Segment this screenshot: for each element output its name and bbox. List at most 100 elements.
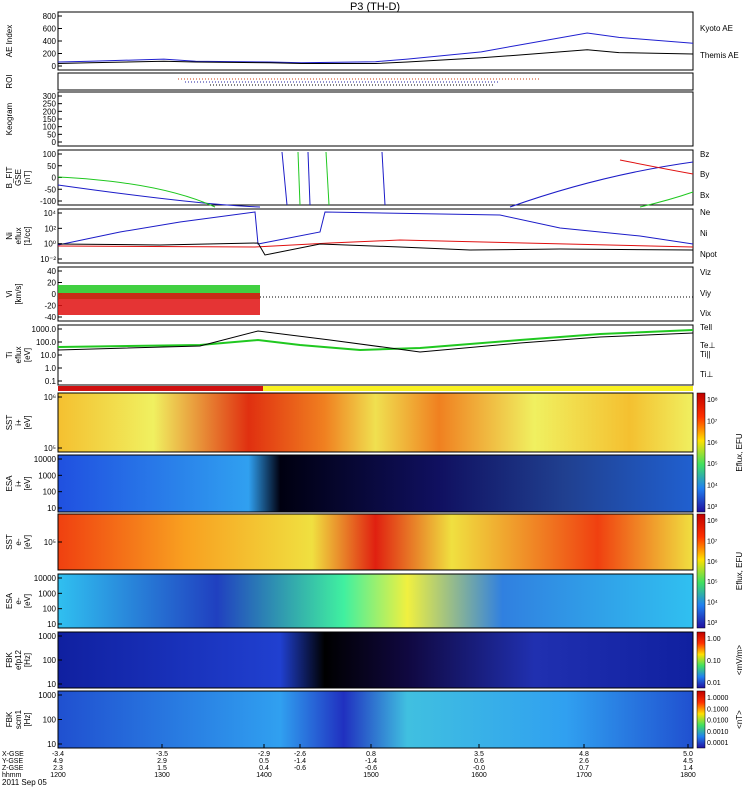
xaxis-tick-label: -0.0 — [473, 765, 485, 772]
bfit-ylabel: GSE — [14, 169, 23, 186]
fbk_e-ytick-label: 100 — [43, 656, 57, 665]
colorbar-label: <nT> — [735, 710, 744, 729]
ae-series-kyoto — [57, 32, 694, 64]
xaxis-tick-label: -1.4 — [294, 758, 306, 765]
bfit-ytick-label: -50 — [44, 185, 56, 194]
ni-line — [57, 211, 694, 246]
xaxis-tick-label: 2.3 — [53, 765, 63, 772]
sst_i-ylabel: [eV] — [23, 415, 32, 429]
npot-line — [57, 242, 694, 256]
xaxis-tick-label: 4.8 — [579, 751, 589, 758]
ti-ytick-label: 1000.0 — [32, 325, 57, 334]
fbk_b-ytick-label: 100 — [43, 716, 57, 725]
colorbar-tick-label: 0.0010 — [707, 729, 729, 736]
vi-legend-item: Viz — [700, 268, 711, 277]
roi-ylabel: ROI — [5, 74, 14, 88]
fbk_e-ylabel: efp12 — [14, 649, 23, 670]
esa_e-panel-frame — [57, 573, 694, 629]
colorbar — [696, 392, 706, 513]
b-spike — [297, 151, 301, 206]
xaxis-tick-label: 2.6 — [579, 758, 589, 765]
ni-ytick-label: 10⁻² — [40, 255, 56, 264]
esa_i-ylabel: ESA — [5, 475, 14, 492]
esa_i-ylabel: [eV] — [23, 476, 32, 490]
esa_e-ylabel: [eV] — [23, 594, 32, 608]
fbk_e-ytick-label: 1000 — [38, 632, 56, 641]
fbk_e-ylabel: [Hz] — [23, 653, 32, 667]
ni-ytick-label: 10² — [44, 224, 56, 233]
xaxis-tick-label: 0.7 — [579, 765, 589, 772]
xaxis-row-label: Y-GSE — [2, 758, 23, 765]
ni-ylabel: eflux — [14, 228, 23, 245]
ti-ytick-label: 1.0 — [45, 364, 57, 373]
bfit-ytick-label: -100 — [40, 197, 57, 206]
xaxis-tick-label: -2.6 — [294, 751, 306, 758]
xaxis-tick-label: -1.4 — [365, 758, 377, 765]
colorbar-tick-label: 1.0000 — [707, 695, 729, 702]
ae-legend-item: Themis AE — [700, 51, 739, 60]
xaxis-tick-label: 1800 — [680, 772, 696, 779]
bfit-ylabel: [nT] — [23, 171, 32, 185]
keogram-panel-frame — [57, 91, 694, 147]
esa_e-ylabel: e- — [14, 597, 23, 604]
ti-legend-item: Tell — [700, 323, 712, 332]
ae-ytick-label: 0 — [52, 62, 57, 71]
colorbar — [696, 690, 706, 749]
fbk_b-ytick-label: 1000 — [38, 691, 56, 700]
fbk_b-ytick-label: 10 — [47, 740, 56, 749]
keogram-ytick-label: 0 — [52, 138, 57, 147]
orbit-bar — [58, 386, 693, 391]
colorbar-tick-label: 10⁵ — [707, 579, 718, 586]
fbk_e-ytick-label: 10 — [47, 680, 56, 689]
xaxis-tick-label: -3.5 — [156, 751, 168, 758]
vi-ytick-label: -40 — [44, 313, 56, 322]
vi-legend-item: Vix — [700, 309, 711, 318]
xaxis-tick-label: -3.4 — [52, 751, 64, 758]
ae-ylabel: AE Index — [5, 25, 14, 57]
colorbar-tick-label: 0.0100 — [707, 718, 729, 725]
vi-ylabel: [km/s] — [14, 283, 23, 304]
xaxis-row-label: Z-GSE — [2, 765, 24, 772]
fbk_b-ylabel: FBK — [5, 711, 14, 727]
sst_i-ylabel: SST — [5, 415, 14, 431]
colorbar-tick-label: 10⁸ — [707, 397, 718, 404]
sst_e-ytick-label: 10⁵ — [44, 538, 56, 547]
esa_i-ylabel: i+ — [14, 480, 23, 487]
xaxis-tick-label: 0.8 — [366, 751, 376, 758]
vi-legend-item: Viy — [700, 289, 711, 298]
colorbar-tick-label: 10⁴ — [707, 483, 718, 490]
bfit-legend-item: Bx — [700, 191, 709, 200]
colorbar-tick-label: 0.10 — [707, 658, 721, 665]
esa_i-panel-frame — [57, 454, 694, 513]
colorbar-tick-label: 10⁷ — [707, 418, 718, 425]
ni-panel-frame — [57, 208, 694, 264]
colorbar-tick-label: 10⁴ — [707, 600, 718, 607]
by-line — [57, 176, 694, 208]
esa_e-spectrogram — [58, 574, 693, 628]
bfit-ytick-label: 0 — [52, 174, 57, 183]
xaxis-tick-label: 4.9 — [53, 758, 63, 765]
fbk_b-spectrogram — [58, 691, 693, 748]
xaxis-tick-label: 1500 — [363, 772, 379, 779]
b-spike — [281, 151, 288, 206]
colorbar-tick-label: 10⁵ — [707, 461, 718, 468]
xaxis-tick-label: 0.5 — [259, 758, 269, 765]
ni-ylabel: [1/cc] — [23, 226, 32, 245]
vi-ytick-label: 0 — [52, 290, 57, 299]
ae-legend-item: Kyoto AE — [700, 24, 733, 33]
sst_i-panel-frame — [57, 392, 694, 453]
ni-legend-item: Ne — [700, 208, 711, 217]
xaxis-tick-label: 1.5 — [157, 765, 167, 772]
colorbar-tick-label: 0.0001 — [707, 740, 729, 747]
vi-ylabel: Vi — [5, 290, 14, 297]
ni-ytick-label: 10⁰ — [44, 240, 56, 249]
xaxis-tick-label: 1400 — [256, 772, 272, 779]
ae-ytick-label: 200 — [43, 50, 57, 59]
keogram-ytick-label: 150 — [43, 115, 57, 124]
esa_i-ytick-label: 10 — [47, 504, 56, 513]
ae-ytick-label: 400 — [43, 37, 57, 46]
orbit-bar-segment — [58, 386, 263, 391]
colorbar-tick-label: 10⁸ — [707, 518, 718, 525]
b-spike — [381, 151, 386, 206]
